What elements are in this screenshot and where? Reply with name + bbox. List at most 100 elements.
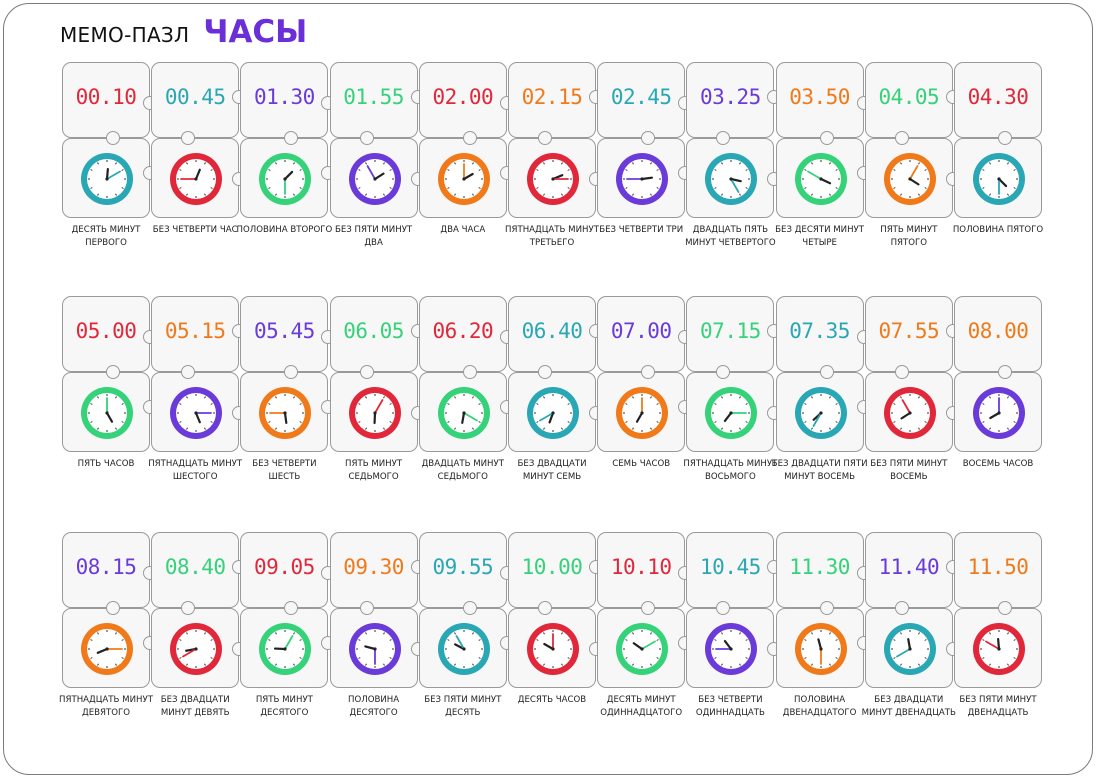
clock-tick (210, 187, 213, 189)
puzzle-tab (538, 601, 552, 615)
time-piece[interactable]: 04.30 (954, 62, 1042, 138)
clock-tick (389, 421, 392, 423)
time-piece[interactable]: 11.30 (775, 532, 864, 608)
clock-icon (973, 387, 1025, 439)
time-piece[interactable]: 03.50 (775, 62, 864, 138)
clock-piece[interactable] (775, 138, 864, 218)
clock-piece[interactable] (954, 138, 1042, 218)
clock-piece[interactable] (62, 372, 150, 452)
time-caption: БЕЗ ПЯТИ МИНУТ ДЕСЯТЬ (424, 695, 502, 718)
time-piece[interactable]: 05.15 (151, 296, 240, 372)
clock-piece[interactable] (954, 608, 1042, 688)
time-piece[interactable]: 08.00 (954, 296, 1042, 372)
digital-time: 02.45 (610, 85, 672, 109)
digital-time: 03.50 (789, 85, 850, 109)
clock-piece[interactable] (240, 372, 329, 452)
clock-tick (745, 403, 749, 405)
time-piece[interactable]: 05.45 (240, 296, 329, 372)
time-piece[interactable]: 02.45 (597, 62, 686, 138)
clock-piece[interactable] (775, 608, 864, 688)
digital-time: 00.10 (75, 85, 137, 109)
time-caption: ПОЛОВИНА ДЕСЯТОГО (348, 695, 400, 718)
clock-piece[interactable] (954, 372, 1042, 452)
time-piece[interactable]: 00.45 (151, 62, 240, 138)
time-piece[interactable]: 09.05 (240, 532, 329, 608)
clock-piece[interactable] (864, 138, 953, 218)
time-piece[interactable]: 10.00 (508, 532, 596, 608)
clock-piece[interactable] (864, 372, 953, 452)
clock-piece[interactable] (240, 138, 329, 218)
time-piece[interactable]: 01.30 (240, 62, 329, 138)
puzzle-tab (819, 365, 834, 379)
hour-hand (96, 647, 109, 654)
clock-tick (714, 403, 717, 405)
clock-piece[interactable] (686, 138, 775, 218)
time-piece[interactable]: 07.00 (597, 296, 686, 372)
clock-tick (536, 657, 539, 659)
time-piece[interactable]: 03.25 (686, 62, 775, 138)
clock-piece[interactable] (418, 608, 507, 688)
clock-piece[interactable] (329, 138, 418, 218)
clock-tick (739, 427, 742, 430)
time-piece[interactable]: 01.55 (329, 62, 418, 138)
time-piece[interactable]: 08.40 (151, 532, 240, 608)
time-piece[interactable]: 07.35 (775, 296, 864, 372)
clock-tick (389, 403, 392, 405)
clock-tick (357, 421, 361, 423)
clock-piece[interactable] (597, 372, 686, 452)
clock-tick (293, 396, 296, 399)
clock-piece[interactable] (329, 608, 418, 688)
clock-piece[interactable] (62, 138, 150, 218)
clock-tick (121, 403, 124, 405)
clock-piece[interactable] (686, 608, 775, 688)
clock-tick (989, 663, 991, 666)
time-piece[interactable]: 11.50 (954, 532, 1042, 608)
clock-piece[interactable] (62, 608, 150, 688)
time-piece[interactable]: 05.00 (62, 296, 150, 372)
clock-piece[interactable] (508, 138, 596, 218)
clock-tick (382, 396, 385, 399)
clock-piece[interactable] (775, 372, 864, 452)
clock-tick (382, 663, 385, 666)
clock-piece[interactable] (418, 138, 507, 218)
clock-piece[interactable] (151, 138, 240, 218)
time-caption: ДЕСЯТЬ ЧАСОВ (517, 695, 587, 705)
clock-piece[interactable] (151, 608, 240, 688)
time-piece[interactable]: 11.40 (864, 532, 953, 608)
time-caption: ПОЛОВИНА ВТОРОГО (236, 225, 333, 235)
clock-tick (561, 663, 563, 666)
time-piece[interactable]: 00.10 (62, 62, 150, 138)
clock-piece[interactable] (686, 372, 775, 452)
hour-hand (724, 639, 733, 651)
clock-piece[interactable] (151, 372, 240, 452)
clock-piece[interactable] (329, 372, 418, 452)
clock-piece[interactable] (240, 608, 329, 688)
title-main: ЧАСЫ (203, 14, 308, 50)
time-piece[interactable]: 02.15 (508, 62, 596, 138)
time-piece[interactable]: 02.00 (418, 62, 507, 138)
time-piece[interactable]: 06.05 (329, 296, 418, 372)
clock-tick (204, 663, 207, 666)
clock-piece[interactable] (418, 372, 507, 452)
time-piece[interactable]: 07.55 (864, 296, 953, 372)
time-piece[interactable]: 07.15 (686, 296, 775, 372)
clock-tick (210, 421, 213, 423)
clock-tick (893, 169, 896, 171)
clock-piece[interactable] (597, 608, 686, 688)
minute-hand (806, 170, 822, 180)
time-piece[interactable]: 09.55 (418, 532, 507, 608)
time-piece[interactable]: 10.45 (686, 532, 775, 608)
time-piece[interactable]: 10.10 (597, 532, 686, 608)
time-piece[interactable]: 09.30 (329, 532, 418, 608)
clock-piece[interactable] (864, 608, 953, 688)
clock-piece[interactable] (508, 608, 596, 688)
clock-piece[interactable] (508, 372, 596, 452)
time-piece[interactable]: 08.15 (62, 532, 150, 608)
time-piece[interactable]: 04.05 (864, 62, 953, 138)
time-piece[interactable]: 06.40 (508, 296, 596, 372)
puzzle-tab (641, 131, 656, 145)
clock-piece[interactable] (597, 138, 686, 218)
clock-tick (275, 427, 278, 430)
time-piece[interactable]: 06.20 (418, 296, 507, 372)
hour-hand (363, 645, 376, 651)
